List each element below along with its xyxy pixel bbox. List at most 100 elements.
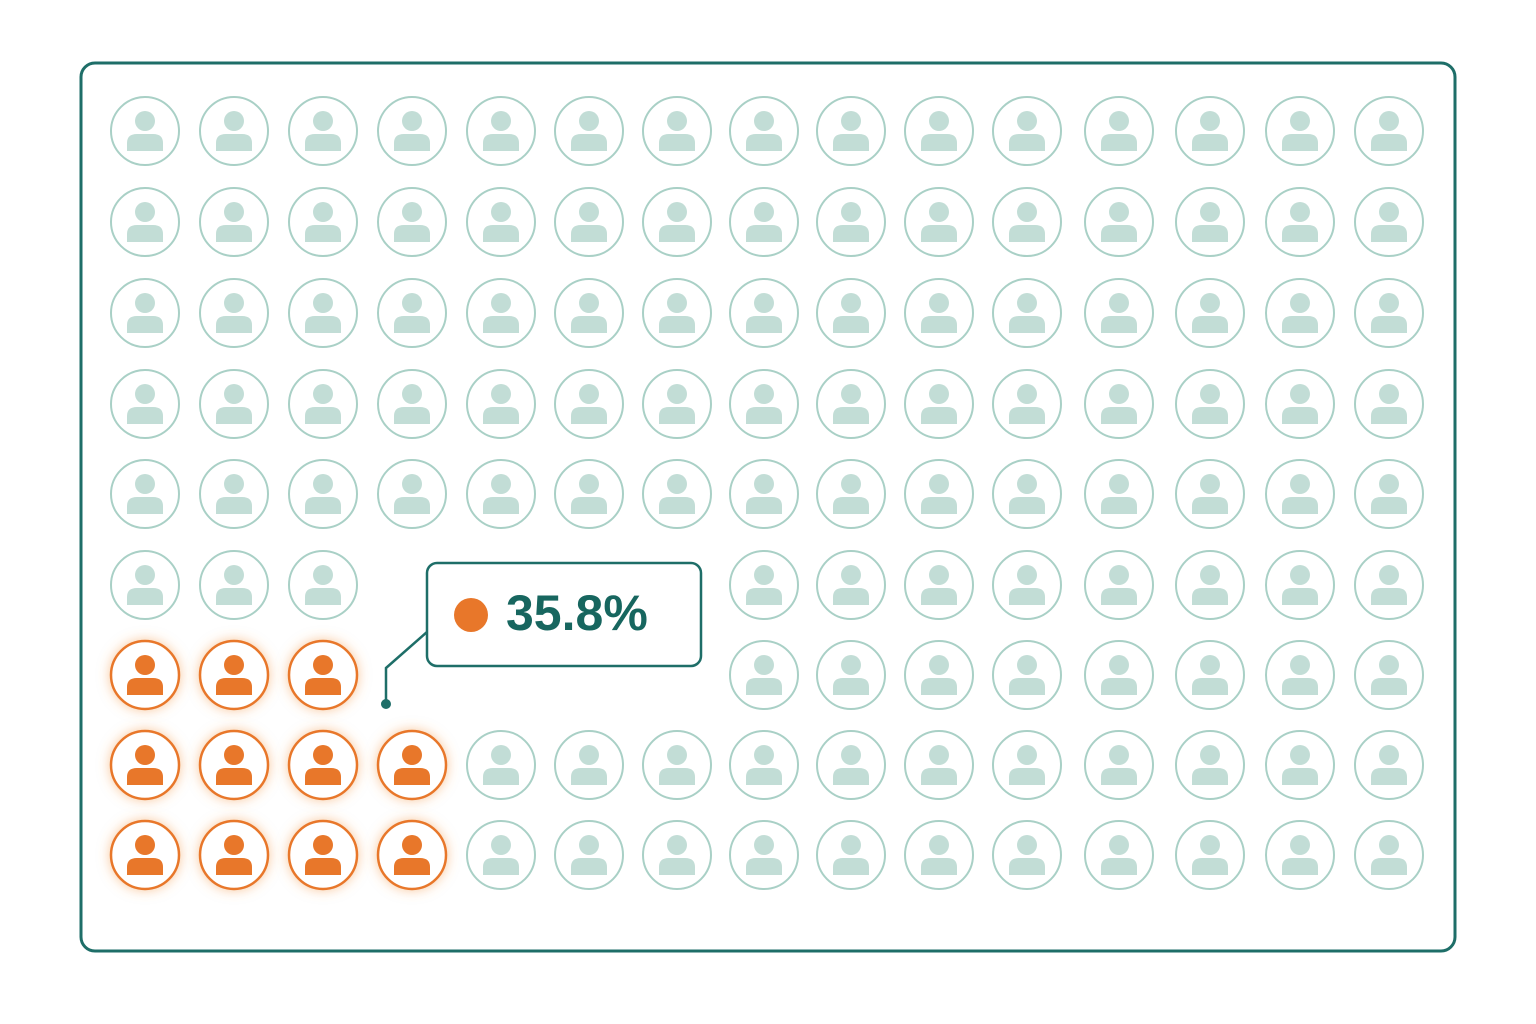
person-icon <box>1175 459 1245 529</box>
person-icon <box>904 96 974 166</box>
icon-body <box>659 134 695 151</box>
person-icon <box>1354 96 1424 166</box>
icon-head <box>667 202 687 222</box>
icon-head <box>841 202 861 222</box>
icon-body <box>394 225 430 242</box>
icon-head <box>1109 202 1129 222</box>
icon-head <box>667 293 687 313</box>
icon-body <box>1192 316 1228 333</box>
icon-head <box>1200 384 1220 404</box>
person-icon <box>904 730 974 800</box>
icon-body <box>746 678 782 695</box>
icon-body <box>921 407 957 424</box>
person-icon <box>554 187 624 257</box>
icon-head <box>1017 384 1037 404</box>
icon-head <box>1200 474 1220 494</box>
icon-body <box>1371 225 1407 242</box>
icon-body <box>921 497 957 514</box>
person-icon <box>554 278 624 348</box>
icon-body <box>216 225 252 242</box>
icon-head <box>224 202 244 222</box>
icon-head <box>1290 655 1310 675</box>
icon-grid <box>109 96 1424 891</box>
icon-body <box>127 407 163 424</box>
icon-body <box>127 134 163 151</box>
icon-head <box>1379 293 1399 313</box>
icon-head <box>667 384 687 404</box>
icon-body <box>1101 497 1137 514</box>
highlighted-person-icon <box>198 639 270 711</box>
icon-body <box>1009 588 1045 605</box>
person-icon <box>288 278 358 348</box>
icon-head <box>1200 202 1220 222</box>
icon-head <box>1200 111 1220 131</box>
icon-body <box>483 497 519 514</box>
icon-head <box>135 745 155 765</box>
person-icon <box>729 730 799 800</box>
icon-head <box>1109 565 1129 585</box>
highlighted-person-icon <box>287 639 359 711</box>
highlighted-person-icon <box>376 819 448 891</box>
person-icon <box>288 96 358 166</box>
icon-body <box>1101 225 1137 242</box>
person-icon <box>377 187 447 257</box>
icon-body <box>1371 316 1407 333</box>
icon-head <box>224 745 244 765</box>
icon-head <box>491 474 511 494</box>
icon-body <box>1192 768 1228 785</box>
person-icon <box>729 369 799 439</box>
icon-head <box>754 474 774 494</box>
icon-body <box>394 497 430 514</box>
icon-body <box>1192 225 1228 242</box>
icon-body <box>483 134 519 151</box>
highlighted-person-icon <box>109 639 181 711</box>
icon-head <box>579 474 599 494</box>
icon-head <box>1290 384 1310 404</box>
icon-head <box>402 384 422 404</box>
icon-body <box>746 134 782 151</box>
icon-head <box>579 745 599 765</box>
icon-body <box>659 768 695 785</box>
person-icon <box>642 459 712 529</box>
person-icon <box>377 278 447 348</box>
person-icon <box>992 640 1062 710</box>
icon-head <box>135 111 155 131</box>
icon-body <box>921 316 957 333</box>
person-icon <box>1175 187 1245 257</box>
icon-head <box>491 384 511 404</box>
icon-body <box>833 225 869 242</box>
icon-head <box>929 745 949 765</box>
icon-body <box>127 225 163 242</box>
person-icon <box>466 187 536 257</box>
person-icon <box>1084 278 1154 348</box>
icon-body <box>1101 588 1137 605</box>
icon-body <box>746 588 782 605</box>
icon-head <box>1017 835 1037 855</box>
icon-head <box>313 293 333 313</box>
icon-body <box>1009 407 1045 424</box>
person-icon <box>1354 278 1424 348</box>
person-icon <box>642 369 712 439</box>
person-icon <box>288 187 358 257</box>
icon-body <box>483 407 519 424</box>
icon-head <box>754 293 774 313</box>
icon-head <box>929 202 949 222</box>
icon-body <box>1192 134 1228 151</box>
icon-head <box>754 745 774 765</box>
icon-body <box>833 407 869 424</box>
icon-head <box>224 384 244 404</box>
person-icon <box>110 187 180 257</box>
icon-head <box>667 745 687 765</box>
icon-body <box>1371 134 1407 151</box>
person-icon <box>816 820 886 890</box>
icon-body <box>746 407 782 424</box>
icon-body <box>1009 497 1045 514</box>
person-icon <box>729 96 799 166</box>
person-icon <box>1265 96 1335 166</box>
person-icon <box>1354 550 1424 620</box>
person-icon <box>992 820 1062 890</box>
icon-head <box>1290 835 1310 855</box>
icon-body <box>305 588 341 605</box>
icon-head <box>1200 835 1220 855</box>
